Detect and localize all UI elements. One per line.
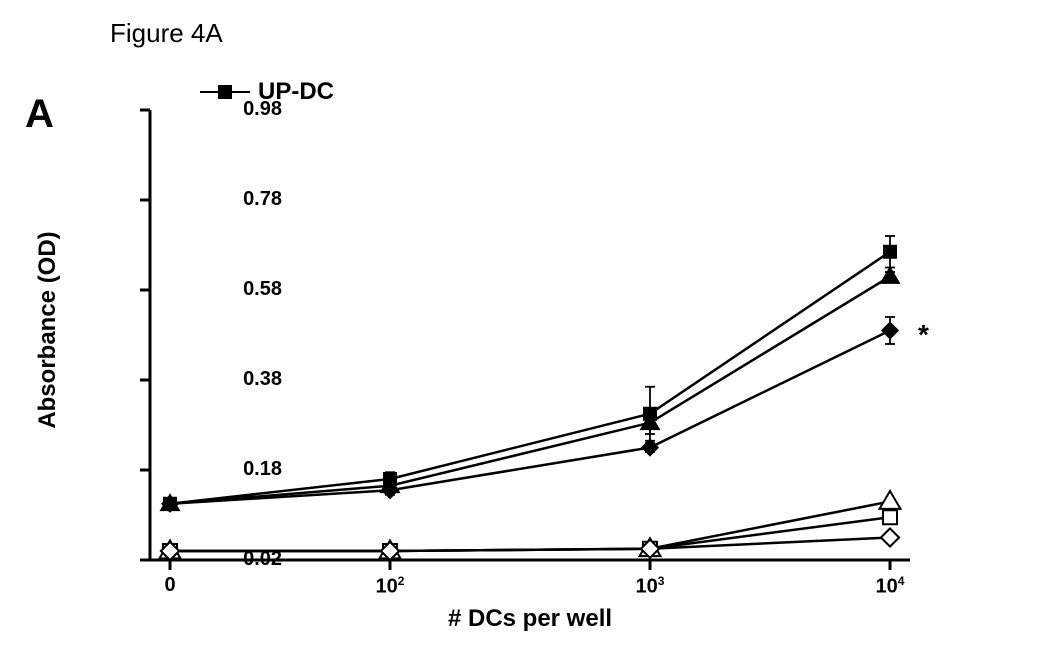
legend-line-icon: [200, 91, 250, 93]
y-tick-label: -0.02: [222, 548, 282, 571]
y-tick-label: 0.18: [222, 458, 282, 481]
x-axis-label: # DCs per well: [448, 605, 612, 633]
plot-svg: [150, 110, 910, 560]
x-tick-label: 104: [876, 574, 905, 599]
y-tick-label: 0.78: [222, 188, 282, 211]
y-tick-label: 0.38: [222, 368, 282, 391]
x-tick-label: 0: [164, 574, 175, 597]
figure-label: Figure 4A: [110, 18, 223, 49]
panel-letter: A: [25, 92, 54, 137]
y-tick-label: 0.58: [222, 278, 282, 301]
x-tick-label: 102: [376, 574, 405, 599]
plot-area: [150, 110, 910, 560]
x-tick-label: 103: [636, 574, 665, 599]
annotation-star: *: [918, 319, 929, 351]
y-tick-label: 0.98: [222, 98, 282, 121]
y-axis-label: Absorbance (OD): [34, 231, 62, 428]
square-filled-icon: [218, 85, 232, 99]
figure-root: Figure 4A A Absorbance (OD) # DCs per we…: [0, 0, 1050, 663]
